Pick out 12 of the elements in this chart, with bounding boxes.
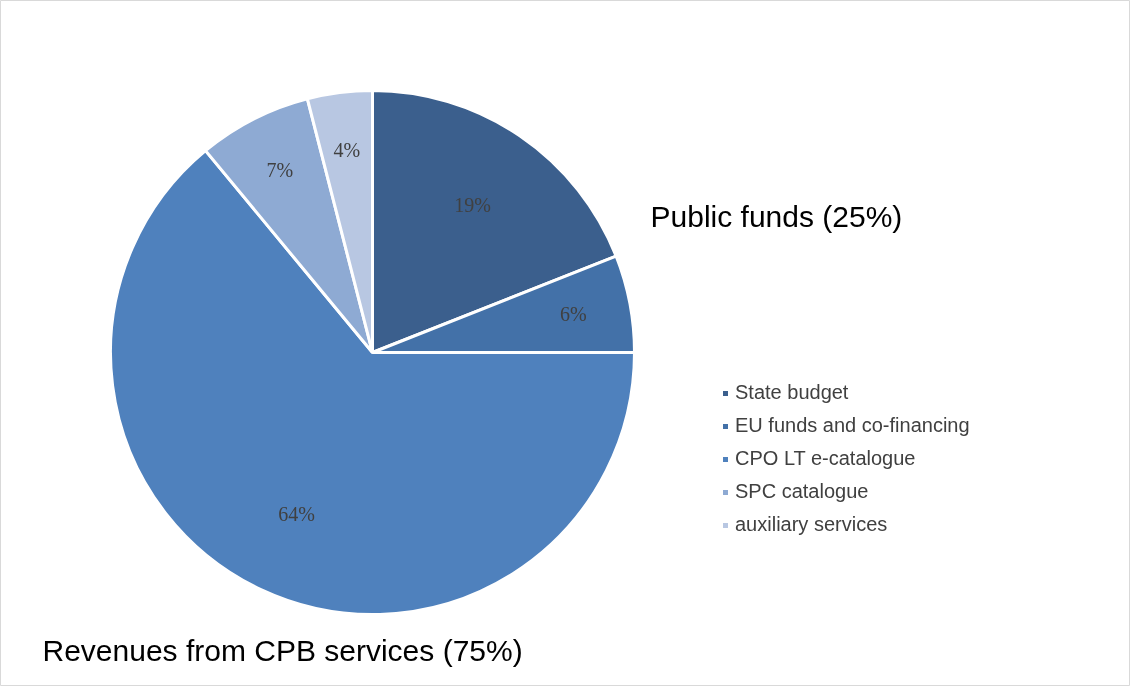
text: Public funds (25%): [650, 199, 903, 233]
legend-label: CPO LT e-catalogue: [735, 447, 916, 470]
legend-label: State budget: [735, 381, 849, 404]
data-label: 19%: [454, 194, 491, 217]
data-label: 6%: [559, 303, 587, 326]
data-label: 64%: [278, 502, 315, 525]
legend-label: auxiliary services: [735, 513, 888, 536]
data-label: 7%: [266, 159, 294, 182]
legend-label: EU funds and co-financing: [735, 414, 970, 437]
text: Revenues from CPB services (75%): [42, 633, 523, 667]
legend-label: SPC catalogue: [735, 480, 869, 503]
data-label: 4%: [333, 138, 361, 161]
